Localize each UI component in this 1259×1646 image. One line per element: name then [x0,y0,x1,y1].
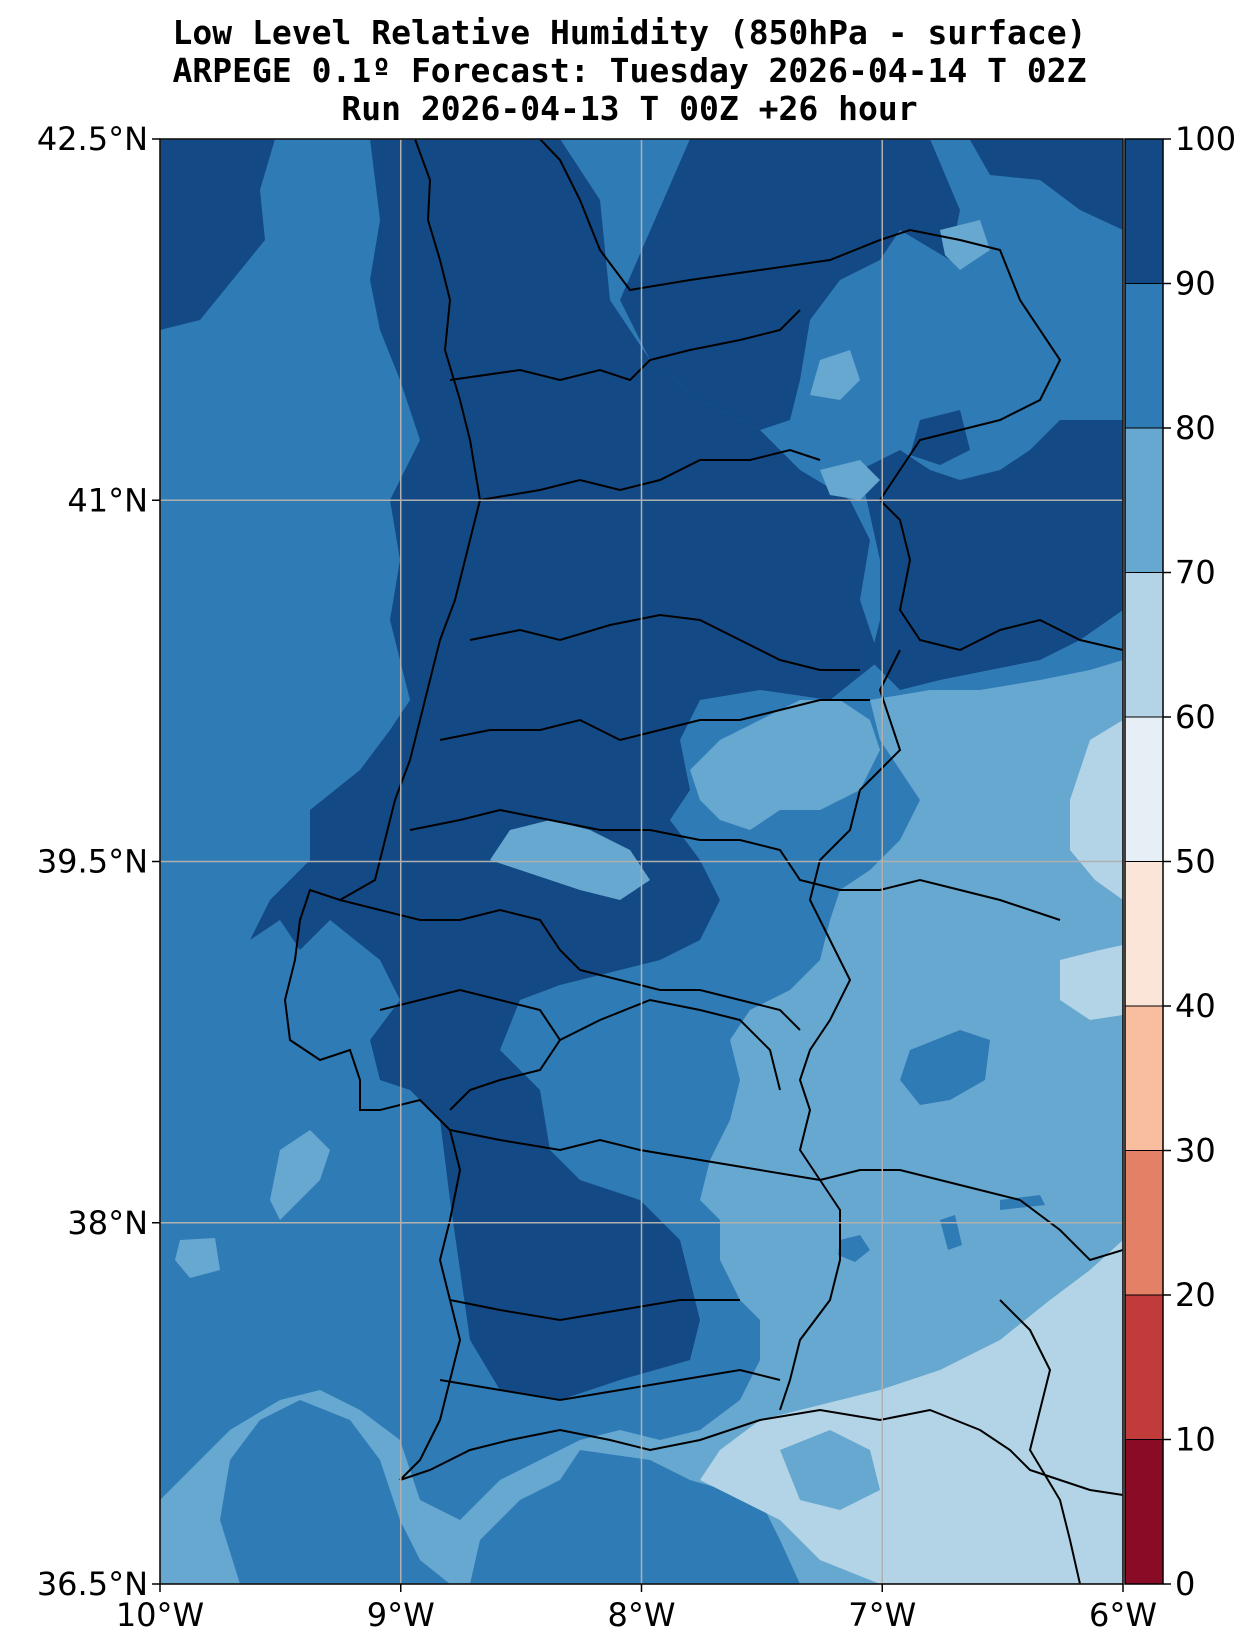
colorbar-tick-label: 30 [1175,1132,1216,1170]
colorbar [1124,138,1164,1585]
y-tick-label: 38°N [67,1204,148,1242]
colorbar-segment [1125,139,1163,284]
y-tick-label: 41°N [67,481,148,519]
chart-title-line-3: Run 2026-04-13 T 00Z +26 hour [341,89,918,128]
y-axis-ticks: 42.5°N 41°N 39.5°N 38°N 36.5°N [37,120,160,1603]
colorbar-segment [1125,861,1163,1006]
x-axis-ticks: 10°W 9°W 8°W 7°W 6°W [116,1584,1157,1634]
colorbar-segment [1125,1006,1163,1151]
colorbar-segment [1125,1150,1163,1295]
x-tick-label: 6°W [1089,1596,1157,1634]
y-tick-label: 42.5°N [37,120,148,158]
x-tick-label: 9°W [367,1596,435,1634]
colorbar-tick-label: 60 [1175,698,1216,736]
map-plot-area [160,139,1123,1584]
colorbar-tick-label: 50 [1175,843,1216,881]
atlantic-coastline [283,139,1123,1496]
colorbar-tick-label: 80 [1175,409,1216,447]
colorbar-tick-label: 0 [1175,1565,1195,1603]
chart-title-line-2: ARPEGE 0.1º Forecast: Tuesday 2026-04-14… [172,51,1087,90]
colorbar-segment [1125,572,1163,717]
colorbar-segment [1125,1439,1163,1584]
x-tick-label: 8°W [608,1596,676,1634]
colorbar-tick-label: 40 [1175,987,1216,1025]
colorbar-tick-label: 70 [1175,554,1216,592]
colorbar-tick-label: 90 [1175,265,1216,303]
humidity-zone-70-80-islands [780,1430,880,1510]
colorbar-segment [1125,428,1163,573]
administrative-borders [283,139,1123,1584]
x-tick-label: 10°W [116,1596,204,1634]
colorbar-segment [1125,283,1163,428]
spain-portugal-border [539,139,1123,652]
humidity-zone-90-100 [160,139,1123,1400]
y-tick-label: 39.5°N [37,843,148,881]
chart-title-line-1: Low Level Relative Humidity (850hPa - su… [172,13,1087,52]
colorbar-tick-label: 20 [1175,1276,1216,1314]
colorbar-segment [1125,717,1163,862]
y-tick-label: 36.5°N [37,1565,148,1603]
latitude-gridlines [160,139,1123,1584]
colorbar-tick-label: 100 [1175,120,1236,158]
x-tick-label: 7°W [848,1596,916,1634]
colorbar-tick-label: 10 [1175,1421,1216,1459]
colorbar-segment [1125,1295,1163,1440]
colorbar-ticks: 0 10 20 30 40 50 60 70 80 90 100 [1125,120,1236,1603]
